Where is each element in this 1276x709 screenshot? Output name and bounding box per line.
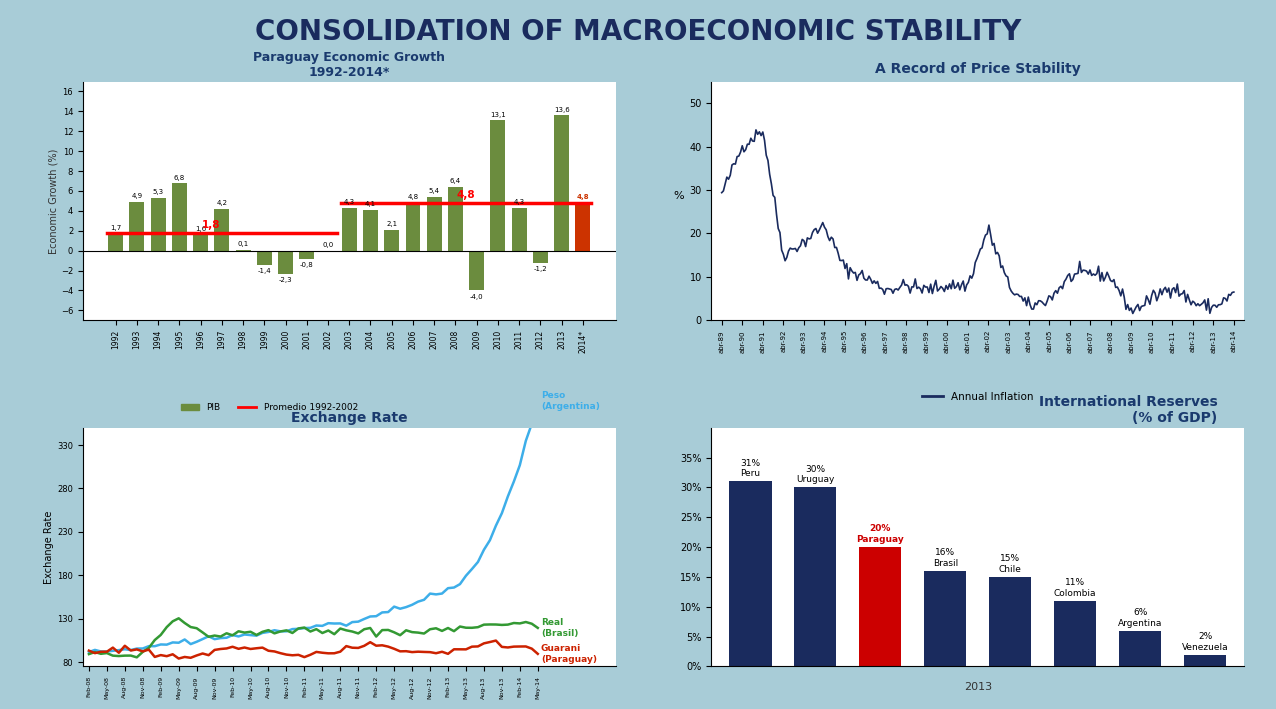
Bar bbox=[490, 121, 505, 251]
Bar bbox=[924, 571, 966, 666]
Text: Uruguay: Uruguay bbox=[796, 476, 835, 484]
Y-axis label: Exchange Rate: Exchange Rate bbox=[45, 510, 55, 584]
Text: 4,3: 4,3 bbox=[343, 199, 355, 206]
Text: Venezuela: Venezuela bbox=[1182, 642, 1229, 652]
Text: 4,2: 4,2 bbox=[217, 201, 227, 206]
Bar bbox=[193, 235, 208, 251]
Text: 1,6: 1,6 bbox=[195, 226, 207, 233]
Text: Paraguay: Paraguay bbox=[856, 535, 905, 544]
Bar bbox=[470, 251, 484, 291]
Text: 6%: 6% bbox=[1133, 608, 1147, 617]
Bar bbox=[1184, 654, 1226, 666]
Text: 4,8: 4,8 bbox=[457, 190, 476, 200]
Title: A Record of Price Stability: A Record of Price Stability bbox=[875, 62, 1081, 76]
Bar bbox=[794, 487, 837, 666]
Bar bbox=[342, 208, 357, 251]
Text: 0,0: 0,0 bbox=[323, 242, 333, 248]
Bar bbox=[364, 210, 378, 251]
Text: 2,1: 2,1 bbox=[387, 221, 397, 228]
Y-axis label: %: % bbox=[672, 191, 684, 201]
Bar bbox=[214, 209, 230, 251]
Text: 5,4: 5,4 bbox=[429, 189, 440, 194]
Text: -2,3: -2,3 bbox=[278, 277, 292, 283]
Text: CONSOLIDATION OF MACROECONOMIC STABILITY: CONSOLIDATION OF MACROECONOMIC STABILITY bbox=[255, 18, 1021, 45]
Text: 15%: 15% bbox=[1000, 554, 1021, 563]
Text: 6,8: 6,8 bbox=[174, 174, 185, 181]
Bar bbox=[384, 230, 399, 251]
Bar bbox=[151, 198, 166, 251]
Title: Exchange Rate: Exchange Rate bbox=[291, 411, 407, 425]
Bar bbox=[256, 251, 272, 264]
Bar bbox=[533, 251, 547, 262]
Bar bbox=[300, 251, 314, 259]
Bar bbox=[1119, 630, 1161, 666]
Text: -4,0: -4,0 bbox=[470, 294, 484, 300]
Text: 1,7: 1,7 bbox=[110, 225, 121, 231]
Bar bbox=[426, 197, 441, 251]
Bar bbox=[448, 187, 463, 251]
Text: Colombia: Colombia bbox=[1054, 588, 1096, 598]
Text: Brasil: Brasil bbox=[933, 559, 958, 568]
Bar bbox=[512, 208, 527, 251]
Text: 16%: 16% bbox=[935, 548, 956, 557]
Text: 0,1: 0,1 bbox=[237, 241, 249, 247]
Bar bbox=[859, 547, 901, 666]
Text: Chile: Chile bbox=[999, 565, 1022, 574]
Bar bbox=[575, 203, 591, 251]
Text: 2%: 2% bbox=[1198, 632, 1212, 641]
Text: 6,4: 6,4 bbox=[450, 179, 461, 184]
Text: 4,1: 4,1 bbox=[365, 201, 376, 207]
Text: Peru: Peru bbox=[740, 469, 760, 479]
Text: 13,6: 13,6 bbox=[554, 107, 569, 113]
Text: Real
(Brasil): Real (Brasil) bbox=[541, 618, 578, 637]
Text: 11%: 11% bbox=[1065, 578, 1086, 587]
Text: -1,2: -1,2 bbox=[533, 266, 547, 272]
Text: 4,8: 4,8 bbox=[407, 194, 419, 201]
Bar bbox=[172, 183, 186, 251]
Text: Peso
(Argentina): Peso (Argentina) bbox=[541, 391, 600, 411]
Text: 30%: 30% bbox=[805, 464, 826, 474]
Bar bbox=[129, 202, 144, 251]
Text: Guarani
(Paraguay): Guarani (Paraguay) bbox=[541, 644, 597, 664]
Text: 4,3: 4,3 bbox=[514, 199, 524, 206]
Text: 5,3: 5,3 bbox=[153, 189, 163, 196]
Text: -1,4: -1,4 bbox=[258, 268, 271, 274]
Text: 2013: 2013 bbox=[963, 682, 991, 692]
Title: Paraguay Economic Growth
1992-2014*: Paraguay Economic Growth 1992-2014* bbox=[253, 51, 445, 79]
Text: 13,1: 13,1 bbox=[490, 112, 505, 118]
Legend: PIB, Promedio 1992-2002: PIB, Promedio 1992-2002 bbox=[177, 400, 361, 416]
Bar bbox=[989, 577, 1031, 666]
Text: International Reserves
(% of GDP): International Reserves (% of GDP) bbox=[1039, 395, 1217, 425]
Bar bbox=[278, 251, 293, 274]
Bar bbox=[236, 250, 250, 251]
Y-axis label: Economic Growth (%): Economic Growth (%) bbox=[48, 148, 59, 254]
Text: 4,9: 4,9 bbox=[131, 194, 143, 199]
Bar bbox=[554, 116, 569, 251]
Bar bbox=[730, 481, 772, 666]
Text: Argentina: Argentina bbox=[1118, 619, 1162, 627]
Legend: Annual Inflation: Annual Inflation bbox=[917, 387, 1037, 406]
Text: -0,8: -0,8 bbox=[300, 262, 314, 268]
Text: 4,8: 4,8 bbox=[577, 194, 590, 201]
Bar bbox=[108, 234, 122, 251]
Text: 20%: 20% bbox=[870, 525, 891, 533]
Bar bbox=[1054, 601, 1096, 666]
Bar bbox=[406, 203, 420, 251]
Text: 1,8: 1,8 bbox=[202, 220, 221, 230]
Text: 31%: 31% bbox=[740, 459, 760, 468]
